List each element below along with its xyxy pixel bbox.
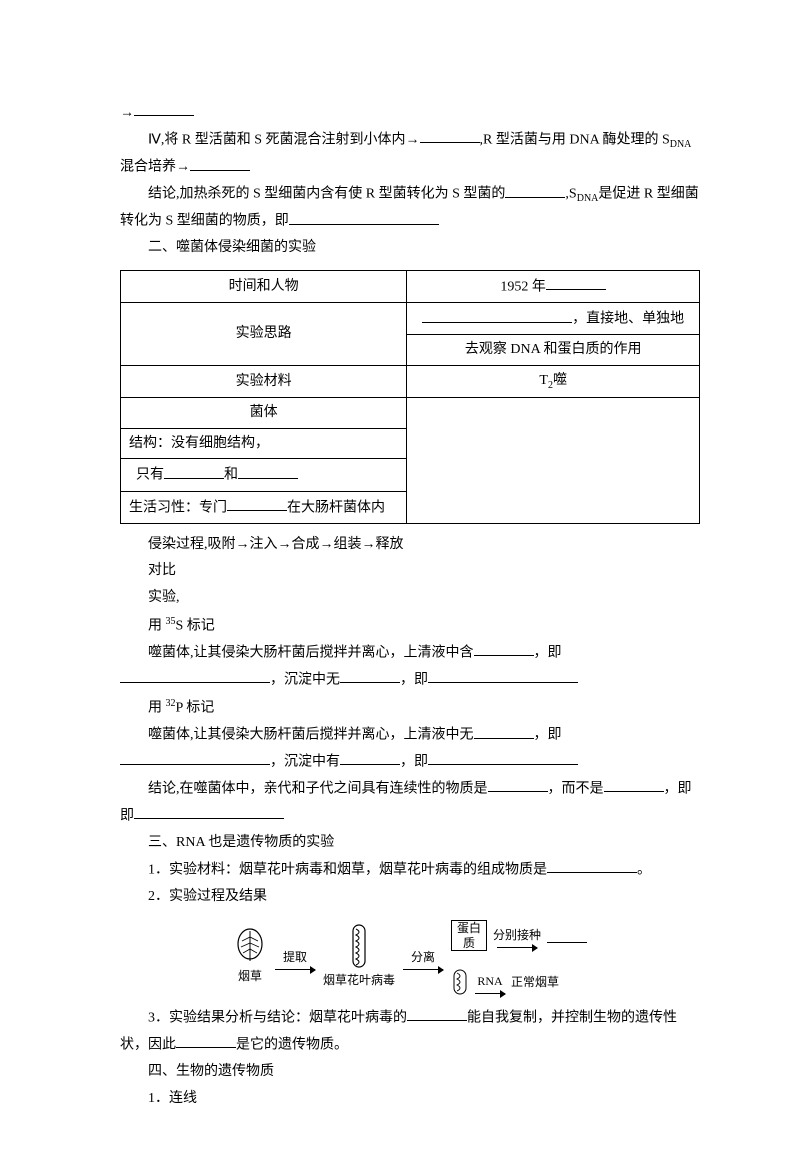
compare: 对比 xyxy=(120,558,700,585)
infection-process: 侵染过程,吸附→注入→合成→组装→释放 xyxy=(120,532,700,559)
conclusion2-cont: 即 xyxy=(120,803,700,830)
cell-time-label: 时间和人物 xyxy=(121,270,407,302)
rna-icon xyxy=(451,969,469,995)
p32-result1: 噬菌体,让其侵染大肠杆菌后搅拌并离心，上清液中无，即 xyxy=(120,722,700,749)
paragraph-iv-cont: 混合培养→ xyxy=(120,154,700,181)
experiment-table: 时间和人物 1952 年 实验思路 ，直接地、单独地 去观察 DNA 和蛋白质的… xyxy=(120,270,700,524)
experiment-diagram: 烟草 提取 烟草花叶病毒 分离 蛋白质 分别接种 xyxy=(120,920,700,995)
experiment-label: 实验, xyxy=(120,585,700,612)
cell-idea-value2: 去观察 DNA 和蛋白质的作用 xyxy=(407,335,700,366)
virus-icon: 烟草花叶病毒 xyxy=(323,923,395,992)
connect-line: 1．连线 xyxy=(120,1086,700,1113)
cell-empty xyxy=(407,397,700,523)
split-branches: 蛋白质 分别接种 RNA 正常烟草 xyxy=(451,920,587,995)
line-arrow: → xyxy=(120,100,700,127)
cell-time-value: 1952 年 xyxy=(407,270,700,302)
s35-result2: ，沉淀中无，即 xyxy=(120,667,700,694)
heading-4: 四、生物的遗传物质 xyxy=(120,1059,700,1086)
conclusion2: 结论,在噬菌体中，亲代和子代之间具有连续性的物质是，而不是，即 xyxy=(120,776,700,803)
separate-arrow: 分离 xyxy=(403,946,443,970)
paragraph-iv: Ⅳ,将 R 型活菌和 S 死菌混合注射到小体内→,R 型活菌与用 DNA 酶处理… xyxy=(120,127,700,154)
p32-result2: ，沉淀中有，即 xyxy=(120,749,700,776)
cell-material-value: T2噬 xyxy=(407,366,700,398)
cell-phage: 菌体 xyxy=(121,397,407,428)
leaf-icon: 烟草 xyxy=(233,927,267,988)
cell-idea-value1: ，直接地、单独地 xyxy=(407,303,700,335)
cell-structure: 结构：没有细胞结构， xyxy=(121,428,407,459)
heading-3: 三、RNA 也是遗传物质的实验 xyxy=(120,830,700,857)
rna-process-label: 2．实验过程及结果 xyxy=(120,884,700,911)
extract-arrow: 提取 xyxy=(275,946,315,970)
paragraph-conclusion1: 结论,加热杀死的 S 型细菌内含有使 R 型菌转化为 S 型菌的,SDNA是促进… xyxy=(120,181,700,235)
cell-idea-label: 实验思路 xyxy=(121,303,407,366)
cell-habit: 生活习性：专门在大肠杆菌体内 xyxy=(121,491,407,523)
cell-material-label: 实验材料 xyxy=(121,366,407,398)
s35-result1: 噬菌体,让其侵染大肠杆菌后搅拌并离心，上清液中含，即 xyxy=(120,640,700,667)
rna-material: 1．实验材料：烟草花叶病毒和烟草，烟草花叶病毒的组成物质是。 xyxy=(120,857,700,884)
p32-label: 用 32P 标记 xyxy=(120,694,700,722)
rna-conclusion: 3．实验结果分析与结论：烟草花叶病毒的能自我复制，并控制生物的遗传性状，因此是它… xyxy=(120,1005,700,1059)
cell-only: 只有和 xyxy=(121,459,407,491)
heading-2: 二、噬菌体侵染细菌的实验 xyxy=(120,235,700,262)
s35-label: 用 35S 标记 xyxy=(120,612,700,640)
protein-box: 蛋白质 xyxy=(451,920,487,951)
